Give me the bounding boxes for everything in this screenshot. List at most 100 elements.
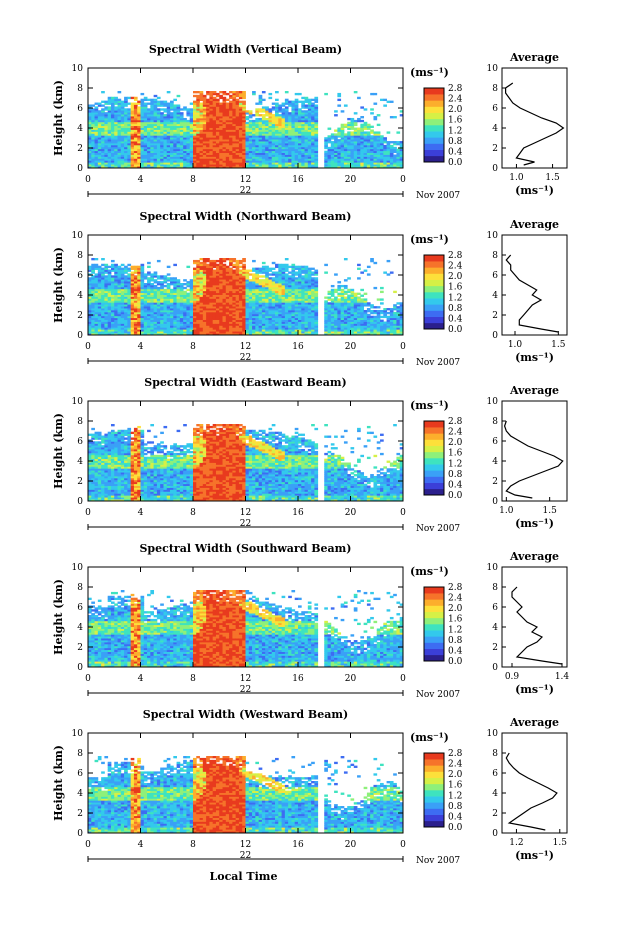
heatmap-cell — [245, 154, 250, 157]
heatmap-cell — [350, 162, 355, 165]
heatmap-cell — [166, 166, 171, 169]
heatmap-cell — [176, 141, 181, 144]
heatmap-cell — [307, 102, 312, 105]
heatmap-cell — [104, 152, 109, 155]
heatmap-cell — [212, 116, 217, 119]
heatmap-cell — [235, 166, 240, 169]
heatmap-cell — [242, 156, 246, 159]
heatmap-cell — [337, 133, 342, 136]
heatmap-cell — [166, 265, 171, 269]
heatmap-cell — [166, 139, 171, 142]
heatmap-cell — [327, 160, 332, 163]
heatmap-cell — [91, 275, 95, 278]
heatmap-cell — [163, 146, 168, 150]
heatmap-cell — [91, 104, 95, 107]
heatmap-cell — [199, 148, 204, 152]
heatmap-cell — [160, 114, 164, 117]
heatmap-cell — [337, 162, 342, 165]
heatmap-cell — [179, 129, 184, 132]
heatmap-cell — [176, 133, 181, 136]
heatmap-cell — [242, 160, 246, 163]
heatmap-cell — [245, 146, 250, 150]
heatmap-cell — [219, 123, 223, 127]
heatmap-cell — [301, 137, 305, 140]
heatmap-cell — [193, 137, 197, 140]
heatmap-cell — [301, 158, 305, 161]
heatmap-cell — [140, 104, 145, 107]
heatmap-cell — [120, 129, 125, 132]
heatmap-cell — [353, 119, 358, 123]
heatmap-cell — [127, 129, 132, 132]
heatmap-cell — [153, 110, 158, 113]
heatmap-cell — [215, 135, 220, 138]
heatmap-cell — [340, 166, 345, 169]
heatmap-cell — [232, 164, 237, 167]
heatmap-cell — [193, 139, 197, 142]
heatmap-cell — [225, 116, 230, 119]
heatmap-cell — [91, 133, 95, 136]
heatmap-cell — [222, 129, 227, 132]
heatmap-cell — [222, 121, 227, 125]
heatmap-cell — [170, 129, 174, 132]
heatmap-cell — [104, 102, 109, 105]
heatmap-cell — [261, 133, 266, 136]
heatmap-cell — [209, 259, 214, 263]
heatmap-cell — [245, 123, 250, 127]
heatmap-cell — [170, 114, 174, 117]
heatmap-cell — [307, 158, 312, 161]
heatmap-cell — [147, 133, 151, 136]
heatmap-cell — [133, 114, 138, 117]
heatmap-cell — [304, 156, 309, 159]
heatmap-cell — [248, 125, 253, 128]
heatmap-cell — [91, 123, 95, 127]
heatmap-cell — [179, 117, 184, 121]
heatmap-cell — [199, 133, 204, 136]
heatmap-cell — [130, 142, 135, 146]
heatmap-cell — [130, 123, 135, 127]
heatmap-cell — [120, 100, 125, 103]
heatmap-cell — [186, 112, 191, 115]
heatmap-cell — [265, 119, 269, 123]
heatmap-cell — [147, 129, 151, 132]
heatmap-cell — [124, 98, 128, 102]
heatmap-cell — [206, 91, 210, 94]
heatmap-cell — [278, 141, 282, 144]
heatmap-cell — [137, 135, 141, 138]
heatmap-cell — [110, 162, 115, 165]
heatmap-cell — [91, 135, 95, 138]
heatmap-cell — [150, 123, 155, 127]
heatmap-cell — [110, 123, 115, 127]
heatmap-cell — [91, 164, 95, 167]
heatmap-cell — [265, 148, 269, 152]
heatmap-cell — [271, 160, 276, 163]
heatmap-cell — [229, 148, 233, 152]
heatmap-cell — [130, 104, 135, 107]
heatmap-cell — [298, 131, 302, 134]
heatmap-cell — [127, 164, 132, 167]
heatmap-cell — [307, 131, 312, 134]
heatmap-cell — [222, 117, 227, 121]
heatmap-cell — [202, 146, 207, 150]
heatmap-cell — [294, 110, 299, 113]
heatmap-cell — [186, 127, 191, 130]
heatmap-cell — [294, 150, 299, 154]
heatmap-cell — [176, 106, 181, 109]
heatmap-cell — [124, 125, 128, 128]
heatmap-cell — [215, 259, 220, 263]
heatmap-cell — [314, 160, 319, 163]
heatmap-cell — [238, 154, 243, 157]
heatmap-cell — [245, 158, 250, 161]
heatmap-cell — [189, 119, 194, 123]
heatmap-cell — [242, 116, 246, 119]
heatmap-cell — [304, 123, 309, 127]
heatmap-cell — [202, 150, 207, 154]
heatmap-cell — [114, 114, 118, 117]
heatmap-cell — [196, 125, 200, 128]
heatmap-cell — [163, 156, 168, 159]
heatmap-cell — [307, 117, 312, 121]
heatmap-cell — [294, 116, 299, 119]
heatmap-cell — [179, 114, 184, 117]
heatmap-cell — [206, 92, 210, 96]
heatmap-cell — [261, 106, 266, 109]
heatmap-cell — [176, 164, 181, 167]
